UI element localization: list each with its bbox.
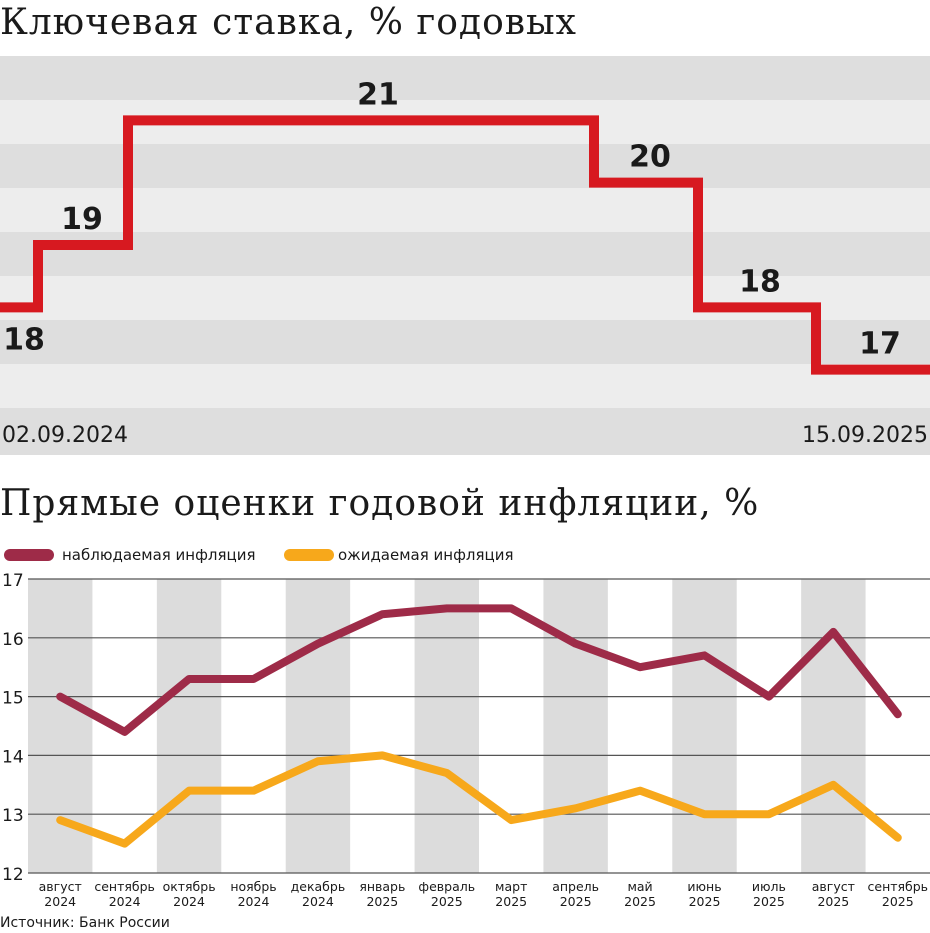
x-tick-year: 2024 (302, 894, 334, 909)
x-tick-month: август (812, 879, 855, 894)
x-tick-month: декабрь (291, 879, 346, 894)
x-tick-year: 2025 (495, 894, 527, 909)
column-band (285, 579, 351, 873)
column-band (156, 579, 222, 873)
chart-title-inflation: Прямые оценки годовой инфляции, % (0, 483, 760, 524)
x-tick-year: 2024 (109, 894, 141, 909)
key-rate-line (0, 115, 930, 375)
value-label: 18 (3, 322, 45, 357)
legend-label: ожидаемая инфляция (338, 546, 514, 564)
x-tick-month: февраль (418, 879, 475, 894)
source-note: Источник: Банк России (0, 915, 170, 931)
background-band (0, 188, 930, 232)
x-tick-year: 2025 (882, 894, 914, 909)
x-tick-year: 2025 (817, 894, 849, 909)
x-tick-year: 2025 (431, 894, 463, 909)
x-tick-year: 2025 (366, 894, 398, 909)
x-tick-year: 2025 (753, 894, 785, 909)
column-band (672, 579, 737, 873)
background-band (0, 144, 930, 188)
x-tick-month: октябрь (163, 879, 216, 894)
y-tick-label: 15 (2, 689, 24, 709)
background-band (0, 232, 930, 276)
x-tick-year: 2025 (560, 894, 592, 909)
x-tick-month: ноябрь (230, 879, 276, 894)
x-tick-year: 2025 (624, 894, 656, 909)
x-end-label: 15.09.2025 (802, 423, 928, 448)
value-label: 19 (61, 202, 103, 237)
x-tick-year: 2024 (238, 894, 270, 909)
column-band (801, 579, 866, 873)
x-tick-month: сентябрь (868, 879, 929, 894)
y-tick-label: 14 (2, 747, 24, 767)
x-tick-month: август (39, 879, 82, 894)
x-tick-month: сентябрь (94, 879, 155, 894)
x-tick-month: апрель (552, 879, 599, 894)
x-tick-month: январь (359, 879, 405, 894)
value-label: 20 (629, 140, 671, 175)
background-band (0, 364, 930, 408)
x-start-label: 02.09.2024 (2, 423, 128, 448)
value-label: 17 (859, 327, 901, 362)
background-band (0, 56, 930, 100)
x-tick-month: июль (752, 879, 786, 894)
x-tick-year: 2025 (689, 894, 721, 909)
inflation-chart: наблюдаемая инфляция ожидаемая инфляция 12… (2, 546, 930, 909)
x-tick-month: июнь (687, 879, 721, 894)
x-tick-month: март (495, 879, 527, 894)
x-tick-year: 2024 (44, 894, 76, 909)
column-band (543, 579, 608, 873)
y-tick-label: 12 (2, 865, 24, 885)
y-tick-label: 16 (2, 630, 24, 650)
chart-title-key-rate: Ключевая ставка, % годовых (0, 2, 577, 43)
key-rate-chart: 18 19 21 20 18 17 02.09.2024 15.09.2025 (0, 56, 930, 455)
series-line (56, 604, 902, 736)
date-band (0, 408, 930, 455)
column-band (414, 579, 479, 873)
x-tick-year: 2024 (173, 894, 205, 909)
background-band (0, 320, 930, 364)
value-label: 21 (357, 77, 399, 112)
y-tick-label: 13 (2, 806, 24, 826)
y-tick-label: 17 (2, 571, 24, 591)
legend-label: наблюдаемая инфляция (62, 546, 256, 564)
x-tick-month: май (627, 879, 652, 894)
value-label: 18 (739, 264, 781, 299)
background-band (0, 276, 930, 320)
series-line (56, 751, 902, 848)
